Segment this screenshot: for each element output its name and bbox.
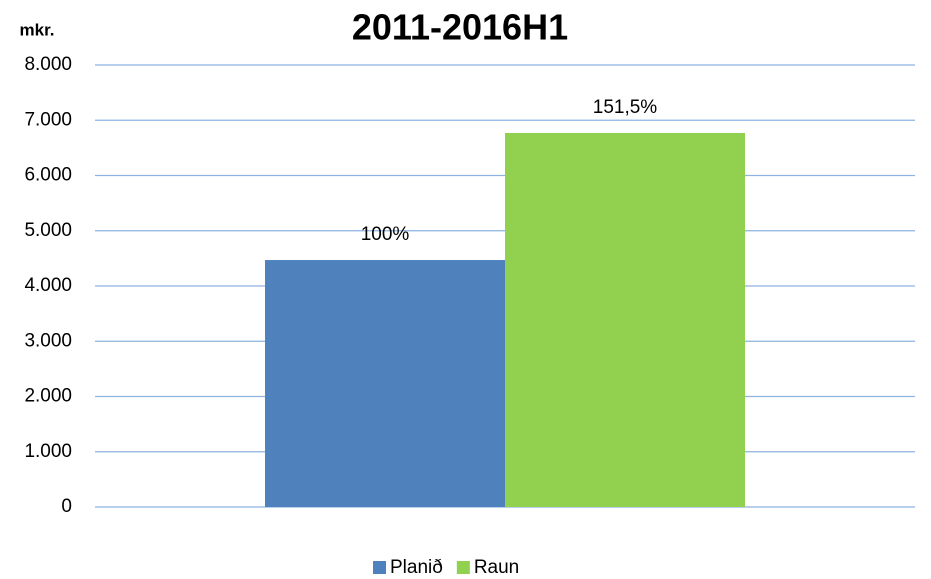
y-tick-label: 8.000 (24, 54, 72, 75)
y-tick-label: 3.000 (24, 330, 72, 351)
legend-label: Planið (390, 557, 443, 578)
legend-swatch (373, 561, 386, 574)
y-tick-label: 0 (61, 496, 72, 517)
y-tick-label: 6.000 (24, 165, 72, 186)
data-annotation: 100% (361, 224, 410, 245)
bar (265, 260, 505, 507)
data-annotation: 151,5% (593, 97, 658, 118)
y-tick-label: 5.000 (24, 220, 72, 241)
chart-title: 2011-2016H1 (352, 7, 568, 48)
legend-label: Raun (474, 557, 519, 578)
y-tick-label: 7.000 (24, 109, 72, 130)
y-axis-label: mkr. (20, 20, 55, 39)
bar (505, 132, 745, 507)
legend-swatch (456, 561, 470, 574)
y-tick-label: 2.000 (24, 386, 72, 407)
y-tick-label: 4.000 (24, 275, 72, 296)
y-tick-label: 1.000 (24, 441, 72, 462)
